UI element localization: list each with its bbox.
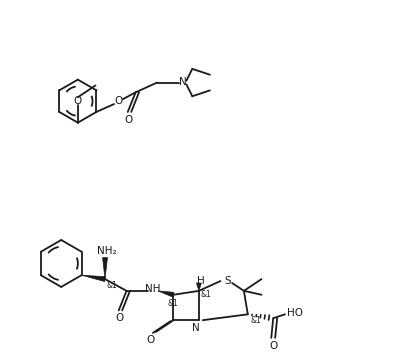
Polygon shape (82, 275, 105, 282)
Text: &1: &1 (200, 290, 211, 299)
Text: O: O (146, 335, 154, 345)
Text: &1: &1 (167, 299, 178, 308)
Text: O: O (124, 115, 133, 125)
Text: &1: &1 (106, 282, 117, 290)
Text: H: H (197, 276, 205, 286)
Text: O: O (115, 96, 123, 106)
Text: NH: NH (145, 284, 161, 294)
Text: S: S (224, 276, 231, 286)
Text: N: N (192, 323, 200, 333)
Polygon shape (102, 258, 107, 279)
Text: HO: HO (287, 308, 303, 318)
Polygon shape (197, 283, 201, 291)
Text: O: O (74, 96, 82, 106)
Text: O: O (269, 341, 277, 351)
Text: &1: &1 (250, 316, 261, 325)
Text: NH₂: NH₂ (97, 246, 117, 256)
Text: O: O (115, 313, 124, 323)
Text: N: N (179, 77, 186, 87)
Polygon shape (158, 291, 174, 297)
